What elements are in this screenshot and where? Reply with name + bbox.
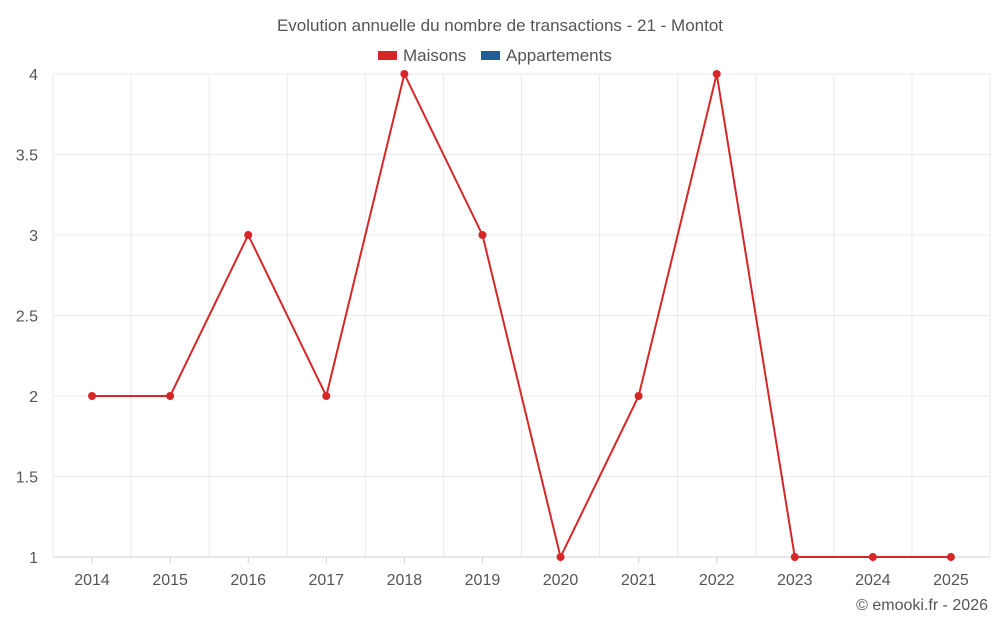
grid bbox=[52, 73, 991, 557]
legend-item-maisons[interactable]: Maisons bbox=[378, 46, 466, 65]
x-tick-label: 2020 bbox=[543, 572, 579, 589]
x-tick-label: 2014 bbox=[74, 572, 110, 589]
x-tick-label: 2022 bbox=[699, 572, 735, 589]
y-tick-label: 2.5 bbox=[16, 309, 38, 326]
data-point-maisons[interactable] bbox=[478, 231, 487, 239]
x-tick-label: 2023 bbox=[777, 572, 813, 589]
legend-label-appartements: Appartements bbox=[506, 46, 612, 65]
series-line-maisons bbox=[92, 73, 951, 558]
x-tick-label: 2015 bbox=[152, 572, 188, 589]
chart-title: Evolution annuelle du nombre de transact… bbox=[277, 16, 723, 35]
data-point-maisons[interactable] bbox=[868, 553, 877, 561]
y-tick-label: 1 bbox=[29, 550, 38, 567]
legend-swatch-maisons bbox=[378, 51, 397, 60]
data-point-maisons[interactable] bbox=[634, 392, 643, 400]
data-point-maisons[interactable] bbox=[946, 553, 955, 561]
legend-label-maisons: Maisons bbox=[403, 46, 466, 65]
axes: 1 1.5 2 2.5 3 3.5 4 2014 2015 2016 2017 2018 2019 202… bbox=[16, 67, 990, 589]
legend-swatch-appartements bbox=[481, 51, 500, 60]
y-tick-label: 4 bbox=[29, 67, 38, 84]
legend-item-appartements[interactable]: Appartements bbox=[481, 46, 612, 65]
credit-text: © emooki.fr - 2026 bbox=[856, 597, 988, 614]
y-tick-label: 3.5 bbox=[16, 148, 38, 165]
series-maisons bbox=[88, 70, 955, 561]
data-point-maisons[interactable] bbox=[790, 553, 799, 561]
data-point-maisons[interactable] bbox=[166, 392, 175, 400]
x-tick-label: 2021 bbox=[621, 572, 657, 589]
x-tick-label: 2016 bbox=[230, 572, 266, 589]
data-point-maisons[interactable] bbox=[556, 553, 565, 561]
x-tick-label: 2018 bbox=[387, 572, 423, 589]
y-tick-label: 3 bbox=[29, 228, 38, 245]
data-point-maisons[interactable] bbox=[244, 231, 253, 239]
x-tick-label: 2017 bbox=[308, 572, 344, 589]
data-point-maisons[interactable] bbox=[88, 392, 97, 400]
data-point-maisons[interactable] bbox=[712, 70, 721, 78]
x-tick-label: 2024 bbox=[855, 572, 891, 589]
x-tick-label: 2025 bbox=[933, 572, 969, 589]
legend: Maisons Appartements bbox=[378, 46, 612, 65]
data-point-maisons[interactable] bbox=[400, 70, 409, 78]
x-tick-label: 2019 bbox=[465, 572, 501, 589]
y-tick-label: 2 bbox=[29, 389, 38, 406]
y-tick-label: 1.5 bbox=[16, 470, 38, 487]
data-point-maisons[interactable] bbox=[322, 392, 331, 400]
